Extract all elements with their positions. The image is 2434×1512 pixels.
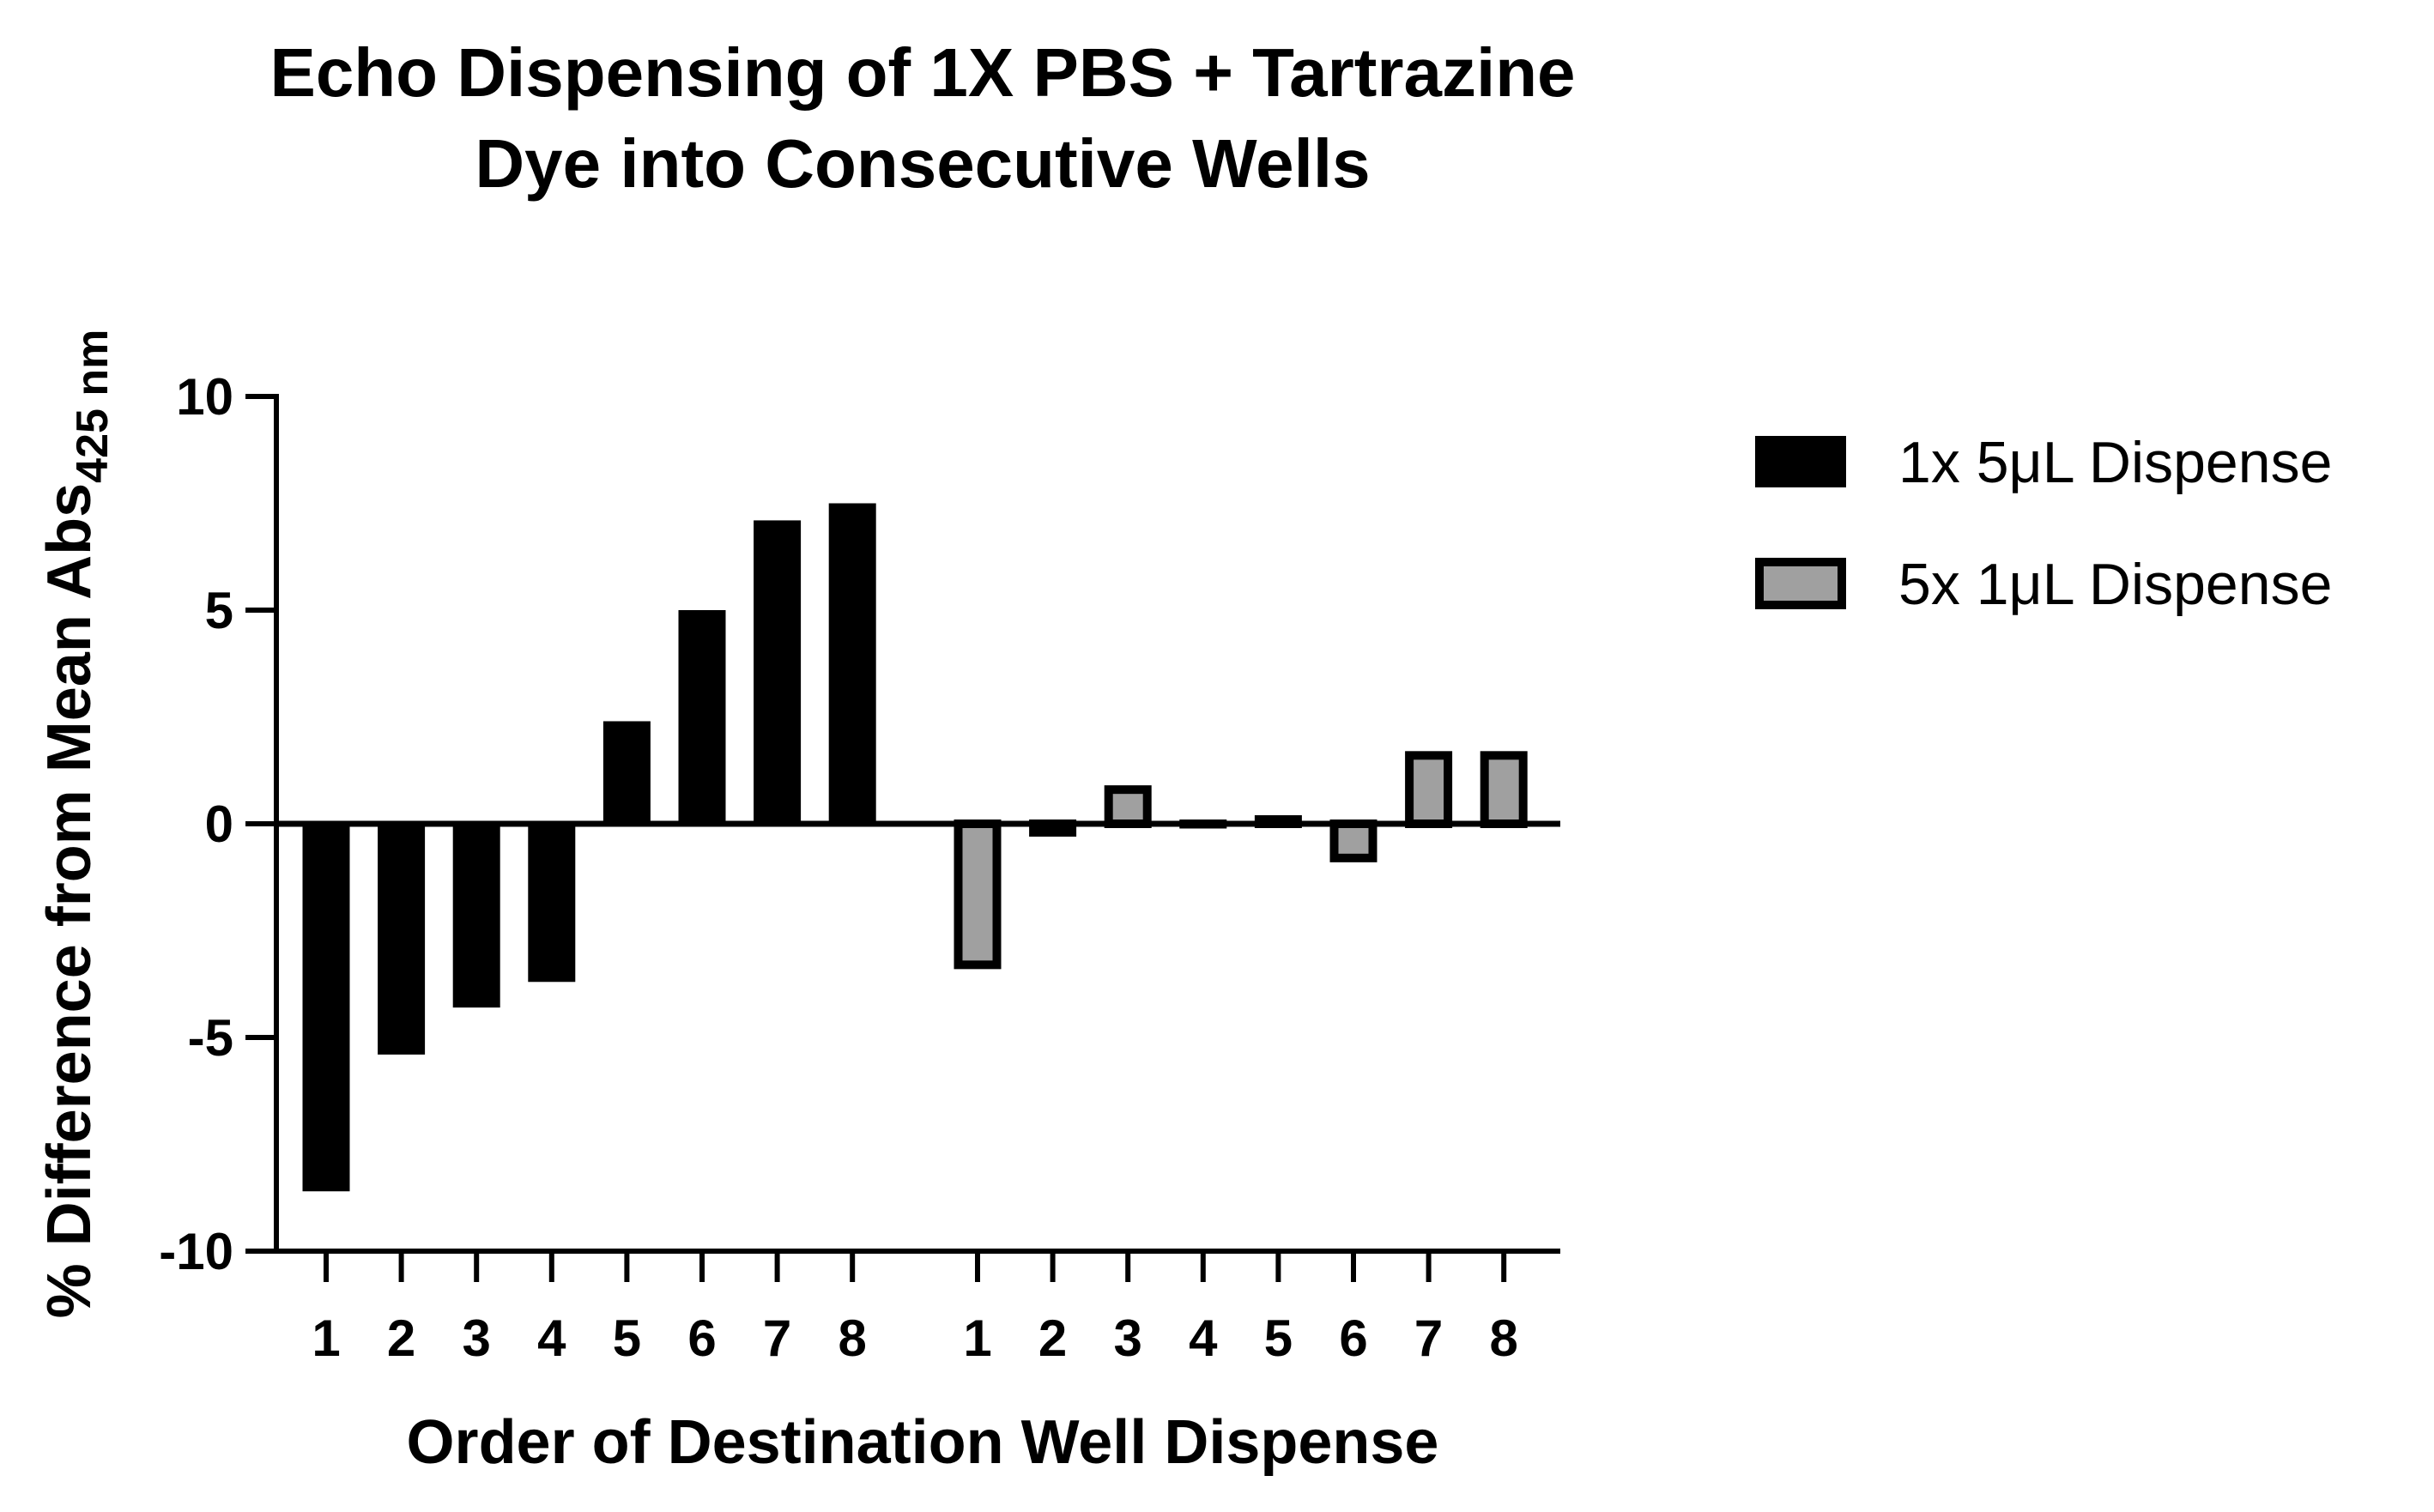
chart-title-line-1: Echo Dispensing of 1X PBS + Tartrazine [269,34,1575,111]
x-tick-label: 2 [387,1309,415,1367]
y-tick-label: -10 [159,1223,233,1280]
x-tick-label: 3 [463,1309,491,1367]
bar [1405,751,1453,829]
y-tick-label: 10 [176,368,233,426]
bar [954,820,1002,970]
x-tick-label: 5 [613,1309,641,1367]
x-tick-label: 8 [1490,1309,1518,1367]
x-tick-label: 5 [1264,1309,1293,1367]
x-tick-label: 6 [687,1309,716,1367]
x-tick-label: 3 [1114,1309,1142,1367]
chart-title: Echo Dispensing of 1X PBS + Tartrazine D… [269,34,1575,202]
bar [1480,751,1528,829]
legend-label: 5x 1μL Dispense [1898,552,2332,617]
x-axis-label: Order of Destination Well Dispense [407,1408,1439,1477]
bar [378,824,426,1055]
x-tick-label: 1 [312,1309,340,1367]
x-tick-label: 6 [1339,1309,1367,1367]
chart-title-line-2: Dye into Consecutive Wells [475,125,1370,202]
y-tick-label: -5 [188,1009,233,1067]
y-tick-label: 5 [205,582,233,639]
y-axis-label-main: % Difference from Mean Abs [35,483,104,1319]
bar [678,610,726,824]
bar [452,824,500,1008]
x-tick-label: 4 [1189,1309,1218,1367]
x-tick-label: 1 [963,1309,991,1367]
bar [754,520,802,824]
y-axis-label: % Difference from Mean Abs425 nm [35,330,118,1319]
legend-swatch [1755,436,1846,487]
bar [1104,785,1152,828]
x-tick-label: 2 [1038,1309,1067,1367]
bar [828,503,876,824]
bar [302,824,350,1192]
x-tick-label: 7 [1414,1309,1443,1367]
legend: 1x 5μL Dispense 5x 1μL Dispense [1755,430,2332,617]
bar [1329,820,1377,862]
x-tick-label: 8 [839,1309,867,1367]
legend-label: 1x 5μL Dispense [1898,430,2332,495]
bar [602,721,651,824]
x-tick-label: 4 [537,1309,566,1367]
legend-swatch [1755,558,1846,609]
y-tick-label: 0 [205,795,233,853]
y-axis-label-subscript: 425 nm [68,330,118,483]
x-tick-label: 7 [763,1309,791,1367]
bar [528,824,576,983]
